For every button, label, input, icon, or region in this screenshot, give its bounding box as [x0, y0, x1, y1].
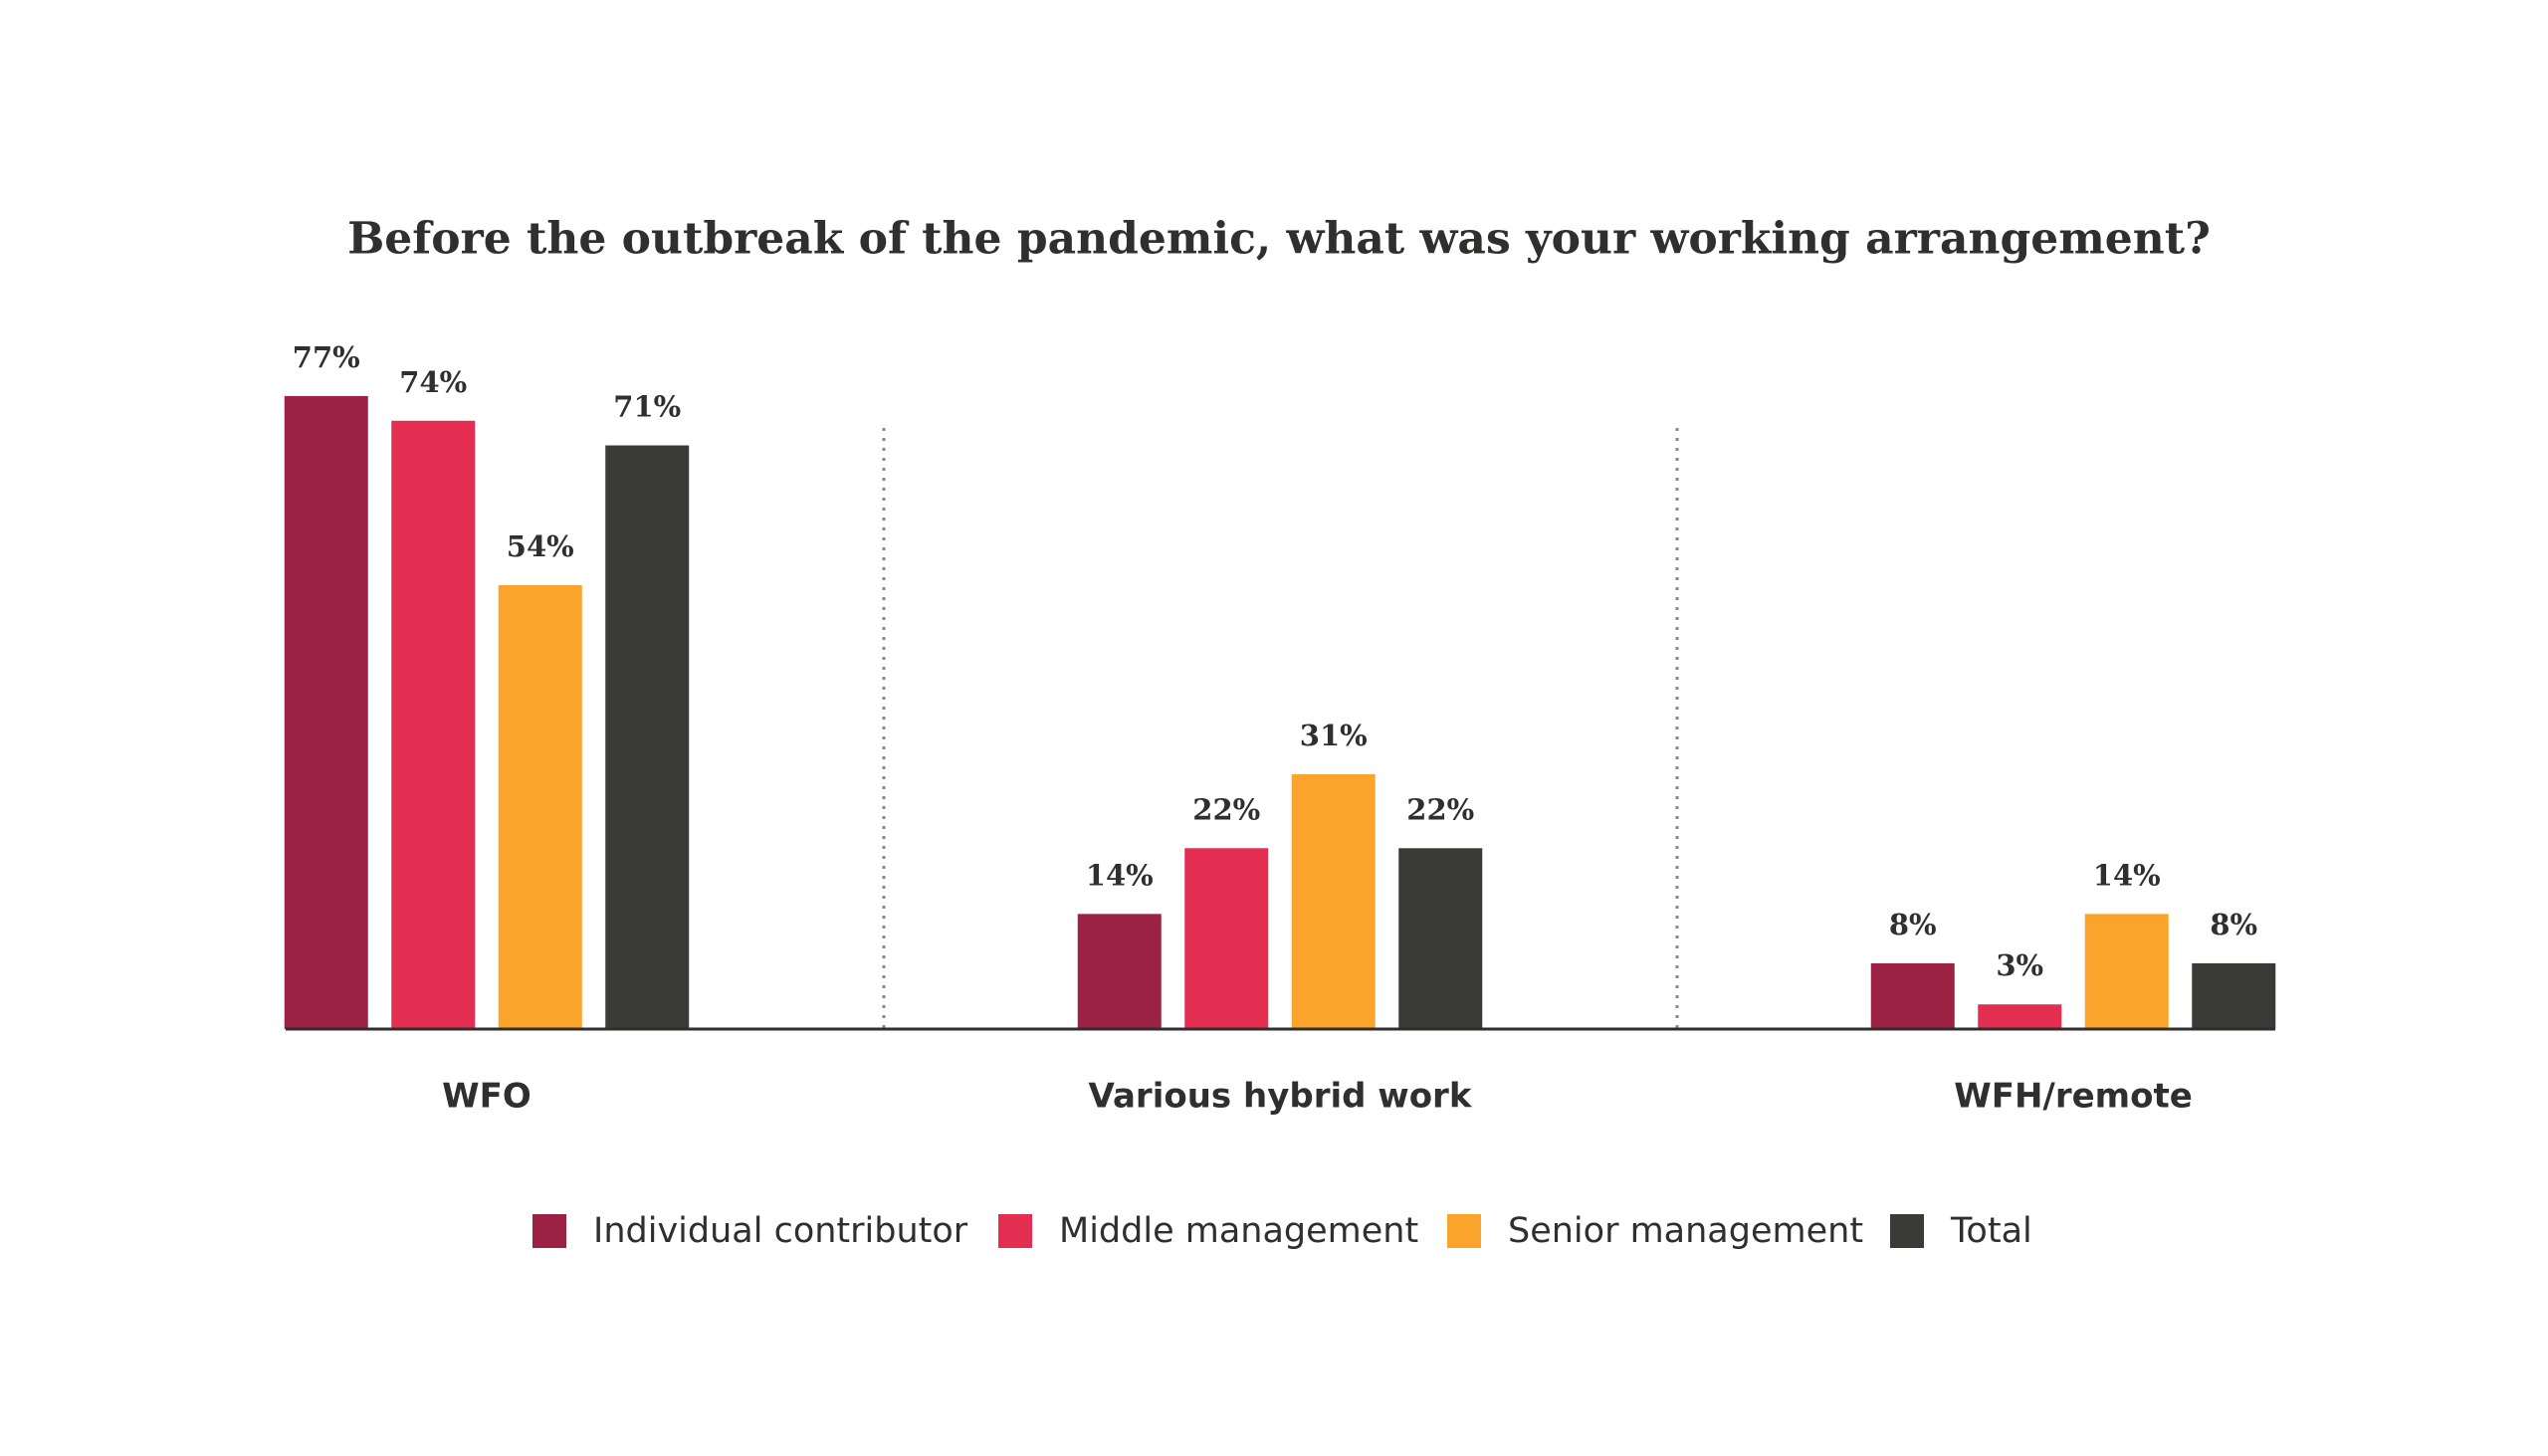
legend-label: Individual contributor [593, 1211, 968, 1251]
bar [1291, 773, 1376, 1029]
bar [1398, 848, 1483, 1029]
value-label: 22% [1406, 792, 1474, 826]
value-label: 8% [2210, 908, 2257, 941]
legend-label: Total [1950, 1211, 2032, 1251]
value-label: 54% [507, 529, 574, 563]
value-label: 74% [399, 365, 467, 399]
bar [498, 584, 582, 1029]
legend-label: Senior management [1508, 1211, 1863, 1251]
bar [284, 395, 368, 1030]
category-label: Various hybrid work [1089, 1077, 1473, 1117]
value-label: 71% [613, 390, 681, 424]
value-label: 22% [1192, 792, 1260, 826]
value-label: 14% [2093, 858, 2161, 892]
bar [605, 445, 690, 1029]
legend-swatch [532, 1214, 566, 1248]
legend-label: Middle management [1059, 1211, 1418, 1251]
chart-title: Before the outbreak of the pandemic, wha… [347, 214, 2211, 265]
value-label: 31% [1300, 719, 1368, 752]
legend-swatch [1447, 1214, 1481, 1248]
value-label: 14% [1086, 858, 1154, 892]
category-label: WFH/remote [1954, 1077, 2193, 1117]
bar [1077, 914, 1162, 1029]
bar [1184, 848, 1269, 1029]
value-label: 3% [1996, 948, 2043, 982]
legend-swatch [998, 1214, 1032, 1248]
bar [391, 420, 476, 1029]
bar [1978, 1004, 2062, 1029]
value-label: 77% [293, 340, 360, 374]
legend-swatch [1890, 1214, 1924, 1248]
category-label: WFO [442, 1077, 531, 1117]
bar [2084, 914, 2169, 1029]
value-label: 8% [1889, 908, 1937, 941]
bar [2192, 962, 2276, 1029]
bar [1870, 962, 1955, 1029]
